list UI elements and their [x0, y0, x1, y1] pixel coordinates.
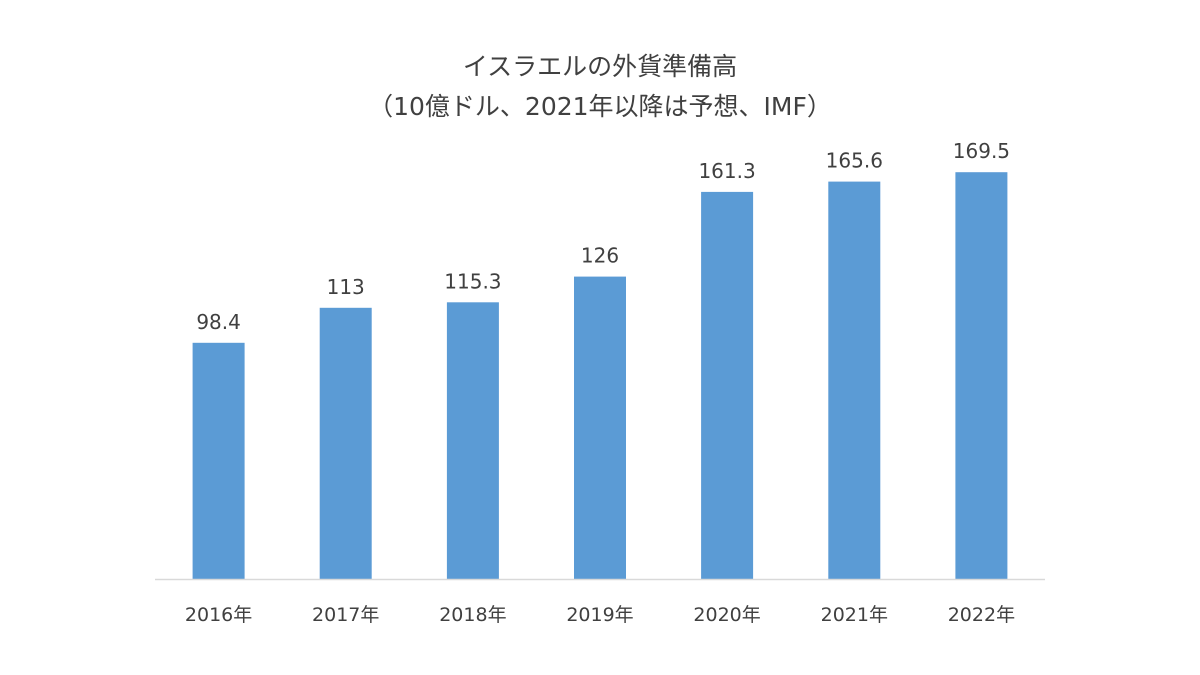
x-tick-label: 2022年 [948, 604, 1015, 626]
chart-title: イスラエルの外貨準備高 [462, 52, 738, 81]
x-tick-label: 2020年 [693, 604, 760, 626]
x-tick-label: 2018年 [439, 604, 506, 626]
data-label: 98.4 [196, 310, 241, 334]
bar-2022年 [955, 172, 1008, 579]
bar-2018年 [446, 302, 499, 579]
bar-2017年 [319, 307, 372, 579]
x-tick-labels-group: 2016年 2017年 2018年 2019年 2020年 2021年 2022年 [185, 604, 1015, 626]
x-tick-label: 2021年 [821, 604, 888, 626]
data-label: 161.3 [698, 159, 755, 183]
value-labels-group: 98.4 113 115.3 126 161.3 165.6 169.5 [196, 139, 1010, 334]
data-label: 113 [327, 275, 365, 299]
data-label: 165.6 [826, 149, 883, 173]
bar-2021年 [828, 181, 881, 579]
x-tick-label: 2017年 [312, 604, 379, 626]
bars-group [192, 172, 1008, 579]
x-tick-label: 2019年 [566, 604, 633, 626]
chart-subtitle: （10億ドル、2021年以降は予想、IMF） [368, 92, 832, 121]
data-label: 115.3 [444, 269, 501, 293]
bar-2019年 [574, 276, 626, 579]
bar-2016年 [192, 342, 245, 579]
x-tick-label: 2016年 [185, 604, 252, 626]
data-label: 126 [581, 244, 619, 268]
bar-2020年 [701, 191, 754, 579]
data-label: 169.5 [953, 139, 1010, 163]
